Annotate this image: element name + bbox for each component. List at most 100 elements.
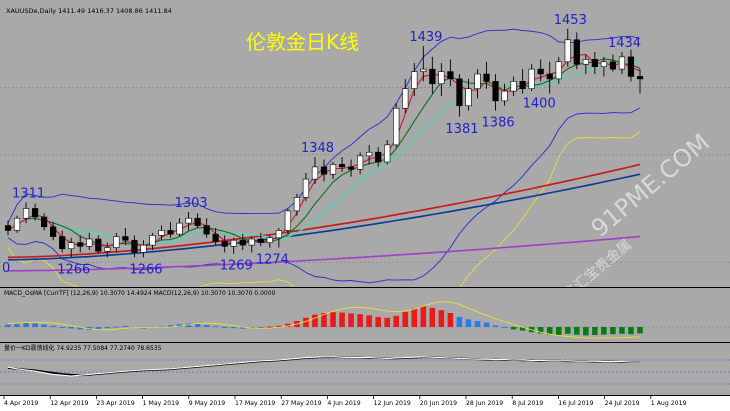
candle-body	[411, 71, 418, 89]
candle-body	[131, 239, 138, 253]
price-annotation-label: 1266	[129, 262, 162, 277]
x-axis-label: 23 Apr 2019	[96, 400, 134, 407]
candle-body	[600, 61, 607, 67]
macd-bar	[592, 327, 598, 335]
macd-bar	[429, 307, 436, 327]
candle-body	[95, 238, 102, 252]
candle-body	[393, 107, 400, 146]
price-annotation-label: 1400	[523, 97, 556, 112]
candle-body	[311, 166, 319, 180]
long-ma-red-line	[7, 163, 641, 259]
macd-bar	[212, 326, 219, 328]
candle-body	[483, 73, 490, 82]
macd-bar	[285, 323, 291, 327]
x-axis-label: 1 Aug 2019	[651, 400, 687, 407]
candle-body	[402, 88, 409, 109]
candle-body	[302, 178, 310, 198]
x-axis-label: 1 May 2019	[143, 400, 179, 407]
macd-bar	[564, 327, 571, 334]
macd-bar	[167, 325, 174, 327]
macd-bar	[465, 319, 472, 327]
candle-body	[591, 59, 598, 67]
macd-bar	[5, 324, 11, 327]
candle-body	[284, 210, 291, 231]
macd-bar	[77, 327, 84, 330]
macd-bar	[420, 306, 427, 327]
macd-bar	[321, 313, 327, 327]
x-axis-label: 12 Apr 2019	[50, 400, 88, 407]
candle-body	[158, 230, 165, 236]
macd-bar	[104, 327, 111, 329]
candle-body	[338, 164, 346, 168]
macd-bar	[258, 327, 264, 328]
candle-body	[582, 59, 589, 65]
price-annotation-label: 1453	[554, 13, 587, 28]
candle-body	[636, 76, 644, 80]
macd-bar	[375, 317, 381, 327]
x-axis-label: 16 Jul 2019	[558, 400, 593, 407]
candle-body	[194, 217, 201, 226]
x-axis-label: 12 Jun 2019	[374, 400, 411, 407]
price-annotation-label: 0	[2, 261, 10, 276]
candle-body	[239, 239, 246, 246]
price-annotation-label: 1386	[482, 116, 515, 131]
macd-bar	[221, 327, 228, 328]
macd-bar	[185, 323, 192, 327]
candle-body	[447, 71, 454, 80]
x-axis-label: 9 May 2019	[189, 400, 225, 407]
macd-panel[interactable]	[0, 288, 730, 342]
symbol-header: XAUUSDe,Daily 1411.49 1416.37 1408.86 14…	[6, 7, 172, 15]
macd-bar	[357, 314, 363, 327]
candle-body	[537, 68, 544, 75]
macd-bar	[32, 323, 38, 327]
candle-body	[465, 88, 472, 107]
macd-bar	[483, 322, 490, 327]
macd-bar	[610, 327, 616, 335]
candle-body	[429, 68, 436, 85]
macd-bar	[339, 312, 345, 327]
candle-body	[275, 230, 282, 239]
macd-bar	[574, 327, 580, 335]
price-annotation-label: 1348	[301, 141, 334, 156]
candle-body	[438, 71, 445, 85]
macd-bar	[41, 324, 47, 327]
candlestick-series	[4, 28, 644, 258]
candle-body	[492, 81, 499, 102]
macd-bar	[230, 327, 237, 329]
candle-body	[555, 61, 562, 80]
candle-body	[104, 247, 111, 252]
price-annotation-label: 1434	[608, 36, 641, 51]
macd-bar	[519, 327, 526, 331]
candle-body	[31, 208, 39, 218]
price-annotation-label: 1274	[256, 253, 289, 268]
macd-bar	[158, 326, 165, 328]
candle-body	[221, 241, 228, 247]
x-axis-labels: 4 Apr 2019 12 Apr 2019 23 Apr 2019 1 May 20…	[3, 395, 687, 407]
candle-body	[185, 217, 192, 224]
candle-body	[618, 56, 626, 70]
candle-body	[266, 237, 273, 243]
macd-bar	[411, 308, 418, 327]
x-axis-label: 20 Jun 2019	[420, 400, 457, 407]
x-axis-label: 27 May 2019	[281, 400, 321, 407]
macd-bar	[366, 315, 372, 327]
macd-bar	[438, 310, 445, 327]
candle-body	[68, 242, 75, 250]
macd-bar	[546, 327, 553, 335]
macd-bar	[95, 327, 102, 329]
macd-bar	[601, 327, 607, 335]
candle-body	[320, 166, 328, 175]
macd-bar	[113, 326, 120, 328]
candle-body	[50, 226, 57, 237]
kdj-panel[interactable]	[0, 343, 730, 395]
x-axis-label: 8 Jul 2019	[512, 400, 543, 407]
candle-body	[203, 225, 210, 235]
x-axis-strip	[0, 395, 730, 411]
macd-bar	[59, 327, 65, 328]
candle-body	[501, 90, 508, 102]
candle-body	[456, 78, 463, 107]
candle-body	[4, 225, 12, 231]
macd-bar	[14, 323, 20, 327]
macd-bar	[447, 313, 454, 327]
